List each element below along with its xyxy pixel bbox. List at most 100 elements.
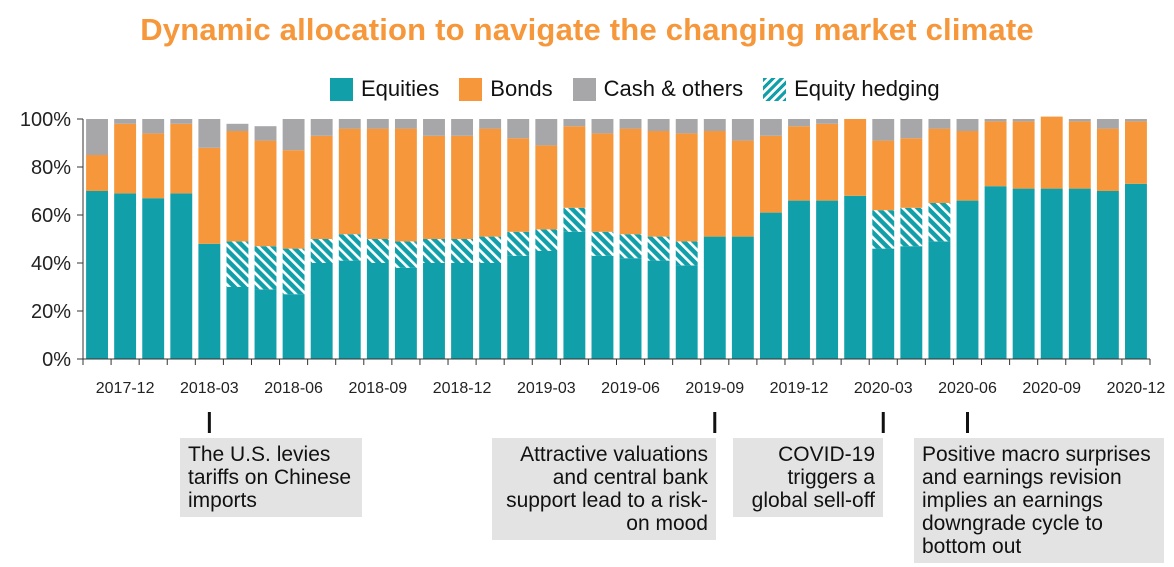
bar-cash-others-2020-03 — [872, 119, 895, 141]
bar-cash-others-2018-03 — [198, 119, 221, 148]
bar-bonds-2018-07 — [310, 135, 333, 239]
bar-equities-2017-12 — [114, 193, 137, 359]
bar-bonds-2018-04 — [226, 131, 249, 242]
chart-legend: Equities Bonds Cash & others Equity hedg… — [330, 74, 960, 104]
bar-equities-2018-02 — [170, 193, 193, 359]
bar-cash-others-2020-01 — [816, 119, 839, 124]
bar-equities-2019-12 — [788, 200, 810, 359]
bar-cash-others-2019-10 — [731, 119, 754, 141]
x-tick-label: 2019-09 — [685, 380, 744, 397]
y-tick-label: 0% — [42, 349, 71, 371]
bar-cash-others-2019-02 — [507, 119, 530, 139]
bar-cash-others-2019-09 — [703, 119, 726, 131]
legend-item-cash: Cash & others — [572, 76, 744, 102]
bar-bonds-2020-08 — [1012, 121, 1035, 189]
axes: 0% 20% 40% 60% 80% 100% 2017-12 2018-03 2018-06 2… — [20, 109, 1166, 433]
bar-bonds-2019-05 — [591, 133, 614, 232]
y-tick-label: 20% — [31, 301, 71, 323]
bar-equity-hedging-2019-05 — [591, 231, 614, 256]
bar-equity-hedging-2018-11 — [423, 239, 445, 263]
bar-cash-others-2018-12 — [451, 119, 474, 136]
bar-equities-2019-07 — [647, 260, 670, 359]
bar-equities-2020-09 — [1040, 188, 1063, 359]
bar-bonds-2019-07 — [647, 131, 670, 237]
x-tick-label: 2018-09 — [348, 380, 407, 397]
bar-equities-2019-10 — [731, 236, 754, 359]
bar-bonds-2019-02 — [507, 138, 530, 232]
bar-bonds-2018-05 — [254, 140, 277, 247]
x-tick-label: 2018-06 — [264, 380, 323, 397]
bar-bonds-2018-01 — [142, 133, 165, 199]
bar-cash-others-2020-12 — [1125, 119, 1147, 122]
bar-equities-2019-06 — [619, 258, 642, 359]
bar-cash-others-2018-02 — [170, 119, 193, 124]
legend-swatch-cash — [572, 77, 596, 101]
bar-equity-hedging-2019-02 — [507, 231, 530, 256]
y-tick-label: 100% — [20, 109, 71, 131]
chart-title: Dynamic allocation to navigate the chang… — [140, 12, 1034, 47]
bar-equities-2018-10 — [394, 267, 417, 359]
x-tick-label: 2020-12 — [1107, 380, 1166, 397]
x-tick-label: 2018-03 — [180, 380, 239, 397]
bar-equities-2018-04 — [226, 287, 249, 359]
bar-equity-hedging-2020-03 — [872, 210, 895, 249]
legend-label-cash: Cash & others — [603, 76, 744, 101]
bar-equities-2020-02 — [844, 195, 867, 359]
bar-bonds-2017-12 — [114, 123, 137, 194]
bar-bonds-2020-07 — [984, 121, 1007, 187]
bar-equity-hedging-2019-03 — [535, 229, 558, 251]
bar-bonds-2020-09 — [1040, 116, 1063, 189]
bar-cash-others-2018-05 — [254, 126, 277, 141]
bar-equities-2018-06 — [282, 294, 305, 359]
bar-group — [86, 116, 1147, 359]
annotation-tariffs: The U.S. levies tariffs on Chinese impor… — [180, 438, 362, 517]
bar-bonds-2020-02 — [844, 119, 867, 196]
legend-item-hedging: Equity hedging — [763, 76, 940, 102]
bar-equity-hedging-2019-08 — [675, 241, 698, 266]
bar-cash-others-2020-11 — [1096, 119, 1119, 129]
bar-equities-2018-11 — [423, 263, 445, 359]
legend-label-equities: Equities — [361, 76, 440, 101]
bar-equities-2018-03 — [198, 243, 221, 359]
bar-equities-2018-07 — [310, 263, 333, 359]
bar-bonds-2020-12 — [1125, 121, 1147, 184]
bar-bonds-2017-11 — [86, 155, 108, 191]
bar-equities-2019-04 — [563, 231, 586, 359]
bar-equity-hedging-2018-06 — [282, 248, 305, 295]
bar-bonds-2020-10 — [1068, 121, 1091, 189]
bar-cash-others-2019-06 — [619, 119, 642, 129]
bar-equity-hedging-2018-12 — [451, 239, 474, 263]
bar-equities-2019-05 — [591, 255, 614, 359]
bar-cash-others-2020-04 — [900, 119, 923, 139]
bar-cash-others-2018-09 — [366, 119, 389, 129]
annotation-covid: COVID-19 triggers a global sell-off — [733, 438, 883, 517]
bar-equities-2019-11 — [759, 212, 782, 359]
bar-equities-2020-03 — [872, 248, 895, 359]
bar-equities-2019-08 — [675, 265, 698, 359]
bar-bonds-2019-09 — [703, 131, 726, 237]
bar-cash-others-2019-11 — [759, 119, 782, 136]
bar-cash-others-2018-11 — [423, 119, 445, 136]
bar-cash-others-2019-01 — [479, 119, 502, 129]
bar-bonds-2019-04 — [563, 126, 586, 208]
y-tick-label: 60% — [31, 205, 71, 227]
bar-equities-2020-01 — [816, 200, 839, 359]
bar-cash-others-2020-07 — [984, 119, 1007, 122]
annotation-recovery: Positive macro surprises and earnings re… — [914, 438, 1164, 563]
x-tick-label: 2020-09 — [1022, 380, 1081, 397]
bar-equity-hedging-2020-04 — [900, 207, 923, 247]
bar-equity-hedging-2018-08 — [338, 234, 361, 261]
bar-cash-others-2018-10 — [394, 119, 417, 129]
bar-equities-2020-04 — [900, 246, 923, 359]
annotation-risk-on: Attractive valuations and central bank s… — [492, 438, 716, 540]
bar-equities-2019-09 — [703, 236, 726, 359]
legend-label-bonds: Bonds — [490, 76, 553, 101]
bar-equity-hedging-2018-07 — [310, 239, 333, 263]
x-tick-label: 2020-03 — [854, 380, 913, 397]
bar-bonds-2019-06 — [619, 128, 642, 235]
bar-cash-others-2019-07 — [647, 119, 670, 131]
bar-equities-2019-01 — [479, 263, 502, 359]
bar-equity-hedging-2018-04 — [226, 241, 249, 287]
bar-bonds-2019-11 — [759, 135, 782, 213]
